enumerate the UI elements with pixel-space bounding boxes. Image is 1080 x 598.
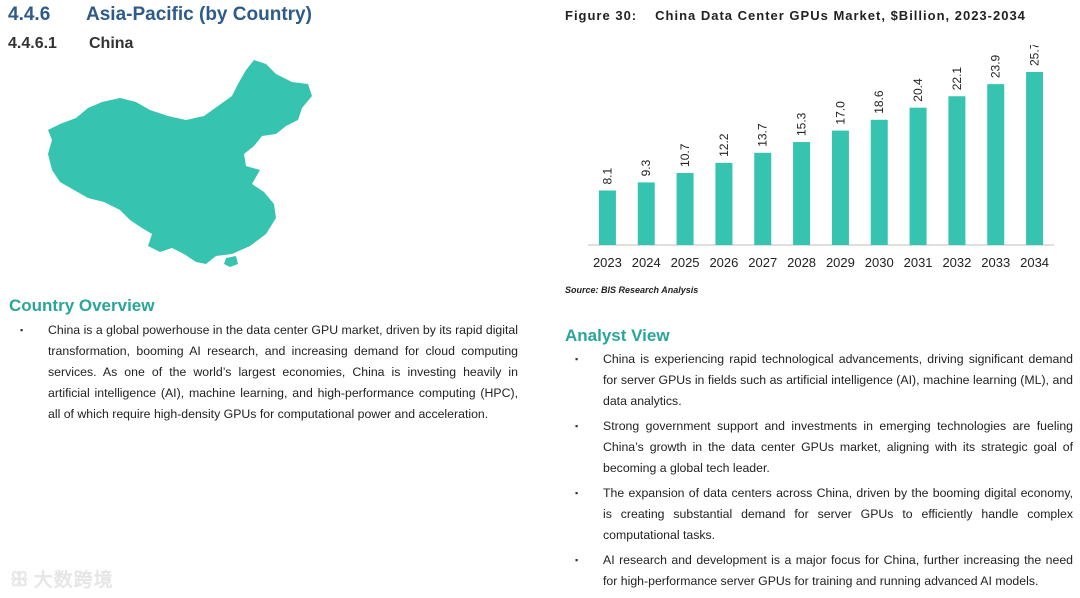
bullet-text: China is experiencing rapid technologica… [603,352,1073,408]
data-label-2027: 13.7 [756,123,770,147]
figure-source: Source: BIS Research Analysis [565,285,699,295]
section-title: Asia-Pacific (by Country) [86,4,312,25]
country-overview-list: ▪ China is a global powerhouse in the da… [10,320,518,425]
bar-2025 [676,172,694,245]
x-tick-2024: 2024 [632,255,661,270]
bar-2034 [1026,72,1044,245]
list-item: ▪ The expansion of data centers across C… [565,483,1073,546]
data-label-2026: 12.2 [717,133,731,157]
bar-2033 [987,84,1005,245]
x-tick-2029: 2029 [826,255,855,270]
data-label-2034: 25.7 [1028,45,1042,66]
data-label-2033: 23.9 [989,54,1003,78]
bar-2030 [870,119,888,245]
x-tick-2026: 2026 [709,255,738,270]
bullet-text: China is a global powerhouse in the data… [48,323,518,421]
bar-2027 [754,152,772,245]
x-tick-2031: 2031 [904,255,933,270]
bar-2029 [831,130,849,245]
data-label-2031: 20.4 [911,78,925,102]
china-map-icon [48,60,312,267]
bar-2031 [909,107,927,245]
data-label-2023: 8.1 [600,167,614,184]
data-label-2030: 18.6 [872,90,886,114]
bullet-text: Strong government support and investment… [603,419,1073,475]
figure-title: Figure 30: China Data Center GPUs Market,… [565,8,1026,23]
bullet-icon: ▪ [575,488,579,498]
bullet-icon: ▪ [575,354,579,364]
list-item: ▪ China is a global powerhouse in the da… [10,320,518,425]
country-overview-heading: Country Overview [9,296,155,315]
analyst-view-list: ▪ China is experiencing rapid technologi… [565,349,1073,596]
x-tick-2023: 2023 [593,255,622,270]
bar-2024 [637,182,655,245]
x-tick-2028: 2028 [787,255,816,270]
data-label-2025: 10.7 [678,143,692,167]
data-label-2028: 15.3 [795,112,809,136]
watermark: ꕥ 大数跨境 [10,565,114,592]
watermark-text: 大数跨境 [33,570,114,591]
subsection-number: 4.4.6.1 [8,35,57,52]
china-map [40,58,330,268]
bullet-icon: ▪ [575,555,579,565]
list-item: ▪ AI research and development is a major… [565,550,1073,592]
list-item: ▪ Strong government support and investme… [565,416,1073,479]
bar-2026 [715,162,733,245]
x-tick-2033: 2033 [981,255,1010,270]
list-item: ▪ China is experiencing rapid technologi… [565,349,1073,412]
bar-chart-svg: 8.1 2023 9.3 2024 10.7 2025 12.2 2026 13.7 2027 15… [588,42,1054,270]
x-tick-2034: 2034 [1020,255,1049,270]
bullet-text: AI research and development is a major f… [603,553,1073,588]
bar-chart: 8.1 2023 9.3 2024 10.7 2025 12.2 2026 13.7 2027 15… [580,42,1060,275]
bar-2032 [948,96,966,245]
bar-2023 [598,190,616,245]
data-label-2029: 17.0 [833,101,847,125]
x-tick-2025: 2025 [671,255,700,270]
logo-icon: ꕥ [10,569,30,591]
data-label-2024: 9.3 [639,159,653,176]
analyst-view-heading: Analyst View [565,326,670,345]
bullet-icon: ▪ [20,325,24,335]
data-label-2032: 22.1 [950,67,964,91]
bar-2028 [793,142,811,245]
bullet-icon: ▪ [575,421,579,431]
figure-label: Figure 30: [565,8,638,23]
x-tick-2030: 2030 [865,255,894,270]
x-tick-2032: 2032 [942,255,971,270]
section-number: 4.4.6 [8,4,51,25]
figure-caption: China Data Center GPUs Market, $Billion,… [655,8,1026,23]
x-tick-2027: 2027 [748,255,777,270]
bullet-text: The expansion of data centers across Chi… [603,486,1073,542]
subsection-title: China [89,35,134,52]
